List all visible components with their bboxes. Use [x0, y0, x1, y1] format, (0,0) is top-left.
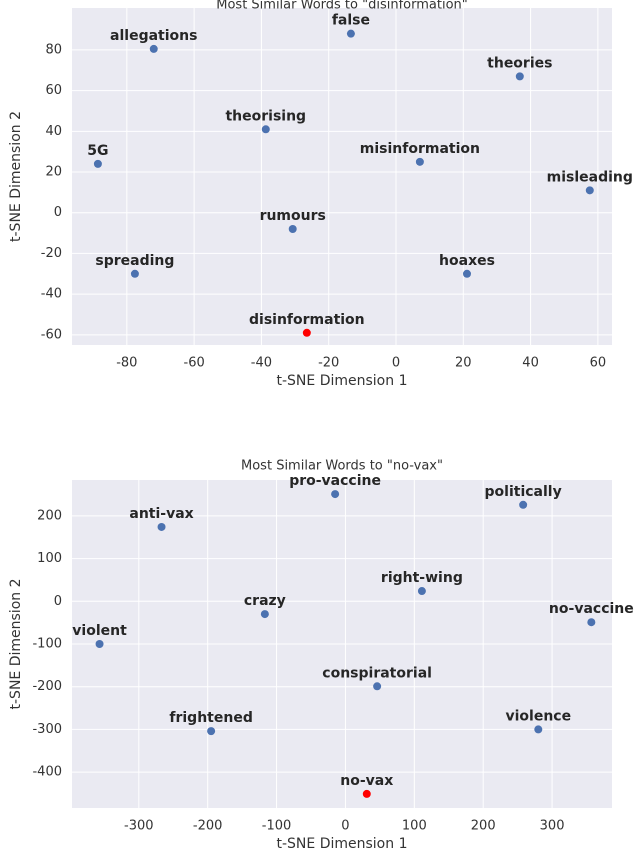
point [373, 682, 382, 691]
point [207, 727, 216, 736]
point-label: conspiratorial [322, 665, 432, 681]
y-tick-label: 0 [54, 205, 62, 220]
point [260, 610, 269, 619]
y-tick-label: 20 [45, 165, 62, 180]
point-label: politically [485, 484, 562, 500]
x-tick-label: -300 [124, 819, 154, 834]
point [130, 269, 139, 278]
y-tick-label: -100 [32, 637, 62, 652]
chart-title: Most Similar Words to "disinformation" [216, 0, 468, 13]
x-tick-label: -100 [262, 819, 292, 834]
x-tick-label: 200 [471, 819, 496, 834]
y-tick-label: 0 [54, 594, 62, 609]
point-label: anti-vax [129, 506, 193, 522]
y-tick-label: 60 [45, 83, 62, 98]
point-label: disinformation [249, 312, 365, 328]
point [149, 44, 158, 53]
x-tick-label: 0 [392, 356, 400, 371]
point-label: misleading [547, 169, 633, 185]
y-tick-label: 100 [37, 551, 62, 566]
point [157, 522, 166, 531]
point [302, 328, 311, 337]
point [95, 640, 104, 648]
point-label: frightened [169, 710, 252, 726]
x-tick-label: 20 [455, 356, 472, 371]
y-tick-label: 80 [45, 42, 62, 57]
point [261, 125, 270, 134]
x-tick-label: -40 [251, 356, 272, 371]
point [585, 186, 594, 195]
y-tick-label: -60 [41, 327, 62, 342]
x-tick-label: 100 [402, 819, 427, 834]
point-label: no-vax [340, 773, 393, 789]
point-label: hoaxes [439, 253, 495, 269]
x-tick-label: 40 [522, 356, 539, 371]
plot-area [72, 8, 612, 345]
x-tick-label: 60 [590, 356, 607, 371]
x-tick-label: -200 [193, 819, 223, 834]
x-axis-label: t-SNE Dimension 1 [277, 836, 408, 850]
point-label: false [332, 13, 370, 29]
y-tick-label: -400 [32, 765, 62, 780]
point [417, 587, 426, 596]
point [331, 490, 340, 499]
point-label: crazy [244, 593, 286, 609]
point-label: theorising [225, 108, 306, 124]
y-tick-label: -40 [41, 287, 62, 302]
y-tick-label: -200 [32, 679, 62, 694]
x-axis-label: t-SNE Dimension 1 [277, 373, 408, 389]
point-label: violent [72, 623, 127, 639]
point-label: spreading [95, 253, 174, 269]
point [288, 225, 297, 234]
chart-title: Most Similar Words to "no-vax" [241, 459, 443, 474]
point-label: right-wing [381, 570, 463, 586]
point-label: pro-vaccine [289, 473, 381, 489]
x-tick-label: 300 [540, 819, 565, 834]
point [462, 269, 471, 278]
x-tick-label: -60 [184, 356, 205, 371]
point-label: no-vaccine [549, 601, 634, 617]
point-label: 5G [87, 143, 108, 159]
point [515, 72, 524, 81]
point-label: allegations [110, 28, 197, 44]
point-label: violence [505, 708, 571, 724]
y-tick-label: 200 [37, 508, 62, 523]
point-label: rumours [260, 208, 326, 224]
y-tick-label: -300 [32, 722, 62, 737]
point [519, 500, 528, 509]
point [362, 789, 371, 798]
y-tick-label: 40 [45, 124, 62, 139]
point [93, 159, 102, 168]
point [415, 157, 424, 166]
x-tick-label: -80 [116, 356, 137, 371]
y-tick-label: -20 [41, 246, 62, 261]
point [587, 618, 596, 627]
point [534, 725, 543, 734]
y-axis-label: t-SNE Dimension 2 [8, 579, 24, 710]
point [346, 29, 355, 38]
point-label: misinformation [360, 141, 480, 157]
x-tick-label: -20 [318, 356, 339, 371]
point-label: theories [487, 55, 552, 71]
y-axis-label: t-SNE Dimension 2 [8, 111, 24, 242]
x-tick-label: 0 [341, 819, 349, 834]
